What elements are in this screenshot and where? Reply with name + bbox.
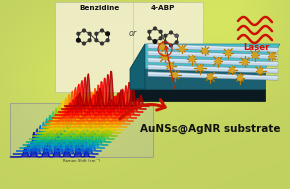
Circle shape: [106, 32, 109, 35]
Polygon shape: [130, 69, 265, 89]
Text: Laser: Laser: [244, 43, 270, 52]
Polygon shape: [130, 89, 265, 101]
Circle shape: [216, 59, 220, 63]
Polygon shape: [26, 113, 111, 142]
Circle shape: [153, 40, 157, 43]
Polygon shape: [23, 116, 108, 145]
Circle shape: [154, 40, 156, 43]
Circle shape: [170, 44, 172, 47]
Polygon shape: [10, 130, 95, 157]
Polygon shape: [52, 85, 137, 118]
Circle shape: [88, 39, 91, 42]
Circle shape: [159, 30, 162, 33]
Circle shape: [208, 75, 212, 79]
Text: Benzidine: Benzidine: [80, 5, 120, 11]
Polygon shape: [32, 106, 117, 136]
Circle shape: [238, 76, 242, 80]
Circle shape: [95, 32, 98, 35]
Polygon shape: [36, 102, 121, 133]
Circle shape: [83, 42, 85, 45]
Polygon shape: [29, 109, 114, 139]
Circle shape: [198, 66, 202, 70]
Polygon shape: [13, 127, 98, 154]
Circle shape: [230, 68, 234, 72]
Polygon shape: [148, 58, 278, 66]
Polygon shape: [39, 99, 124, 130]
Polygon shape: [148, 51, 278, 59]
Polygon shape: [58, 78, 143, 112]
Polygon shape: [130, 44, 145, 89]
Polygon shape: [48, 88, 133, 121]
FancyArrowPatch shape: [120, 100, 165, 119]
Circle shape: [173, 73, 177, 77]
Polygon shape: [148, 72, 278, 80]
Text: Raman Shift (cm⁻¹): Raman Shift (cm⁻¹): [63, 159, 100, 163]
Circle shape: [83, 29, 85, 32]
Polygon shape: [42, 95, 127, 127]
Polygon shape: [17, 123, 102, 151]
Circle shape: [163, 55, 167, 59]
Circle shape: [77, 39, 80, 42]
Circle shape: [148, 30, 151, 33]
Circle shape: [101, 29, 104, 32]
Circle shape: [243, 60, 247, 64]
Circle shape: [253, 53, 257, 57]
Circle shape: [159, 37, 162, 40]
Polygon shape: [10, 103, 153, 157]
Polygon shape: [148, 44, 278, 52]
Circle shape: [190, 57, 194, 61]
Circle shape: [175, 34, 178, 37]
Circle shape: [154, 27, 156, 30]
Circle shape: [77, 32, 80, 35]
Circle shape: [258, 69, 262, 73]
Circle shape: [175, 34, 178, 37]
Circle shape: [95, 39, 98, 42]
Circle shape: [168, 64, 172, 68]
Polygon shape: [130, 44, 280, 69]
Text: 4-ABP: 4-ABP: [151, 5, 175, 11]
Circle shape: [164, 34, 167, 37]
Polygon shape: [61, 75, 146, 109]
Circle shape: [170, 31, 172, 34]
Circle shape: [88, 32, 91, 35]
Circle shape: [270, 54, 274, 58]
Text: AuNSs@AgNR substrate: AuNSs@AgNR substrate: [140, 124, 280, 134]
Circle shape: [148, 37, 151, 40]
Circle shape: [77, 38, 80, 42]
Polygon shape: [64, 71, 149, 106]
FancyBboxPatch shape: [55, 2, 203, 92]
Circle shape: [203, 49, 207, 53]
Polygon shape: [20, 120, 105, 148]
Circle shape: [180, 47, 184, 51]
Circle shape: [101, 42, 104, 45]
Text: or: or: [129, 29, 137, 39]
Circle shape: [175, 41, 178, 44]
Circle shape: [106, 39, 109, 42]
Polygon shape: [45, 92, 130, 124]
Circle shape: [226, 51, 230, 55]
Polygon shape: [55, 82, 140, 115]
Circle shape: [164, 41, 167, 44]
Polygon shape: [148, 65, 278, 73]
Circle shape: [106, 32, 109, 36]
Circle shape: [160, 45, 164, 49]
